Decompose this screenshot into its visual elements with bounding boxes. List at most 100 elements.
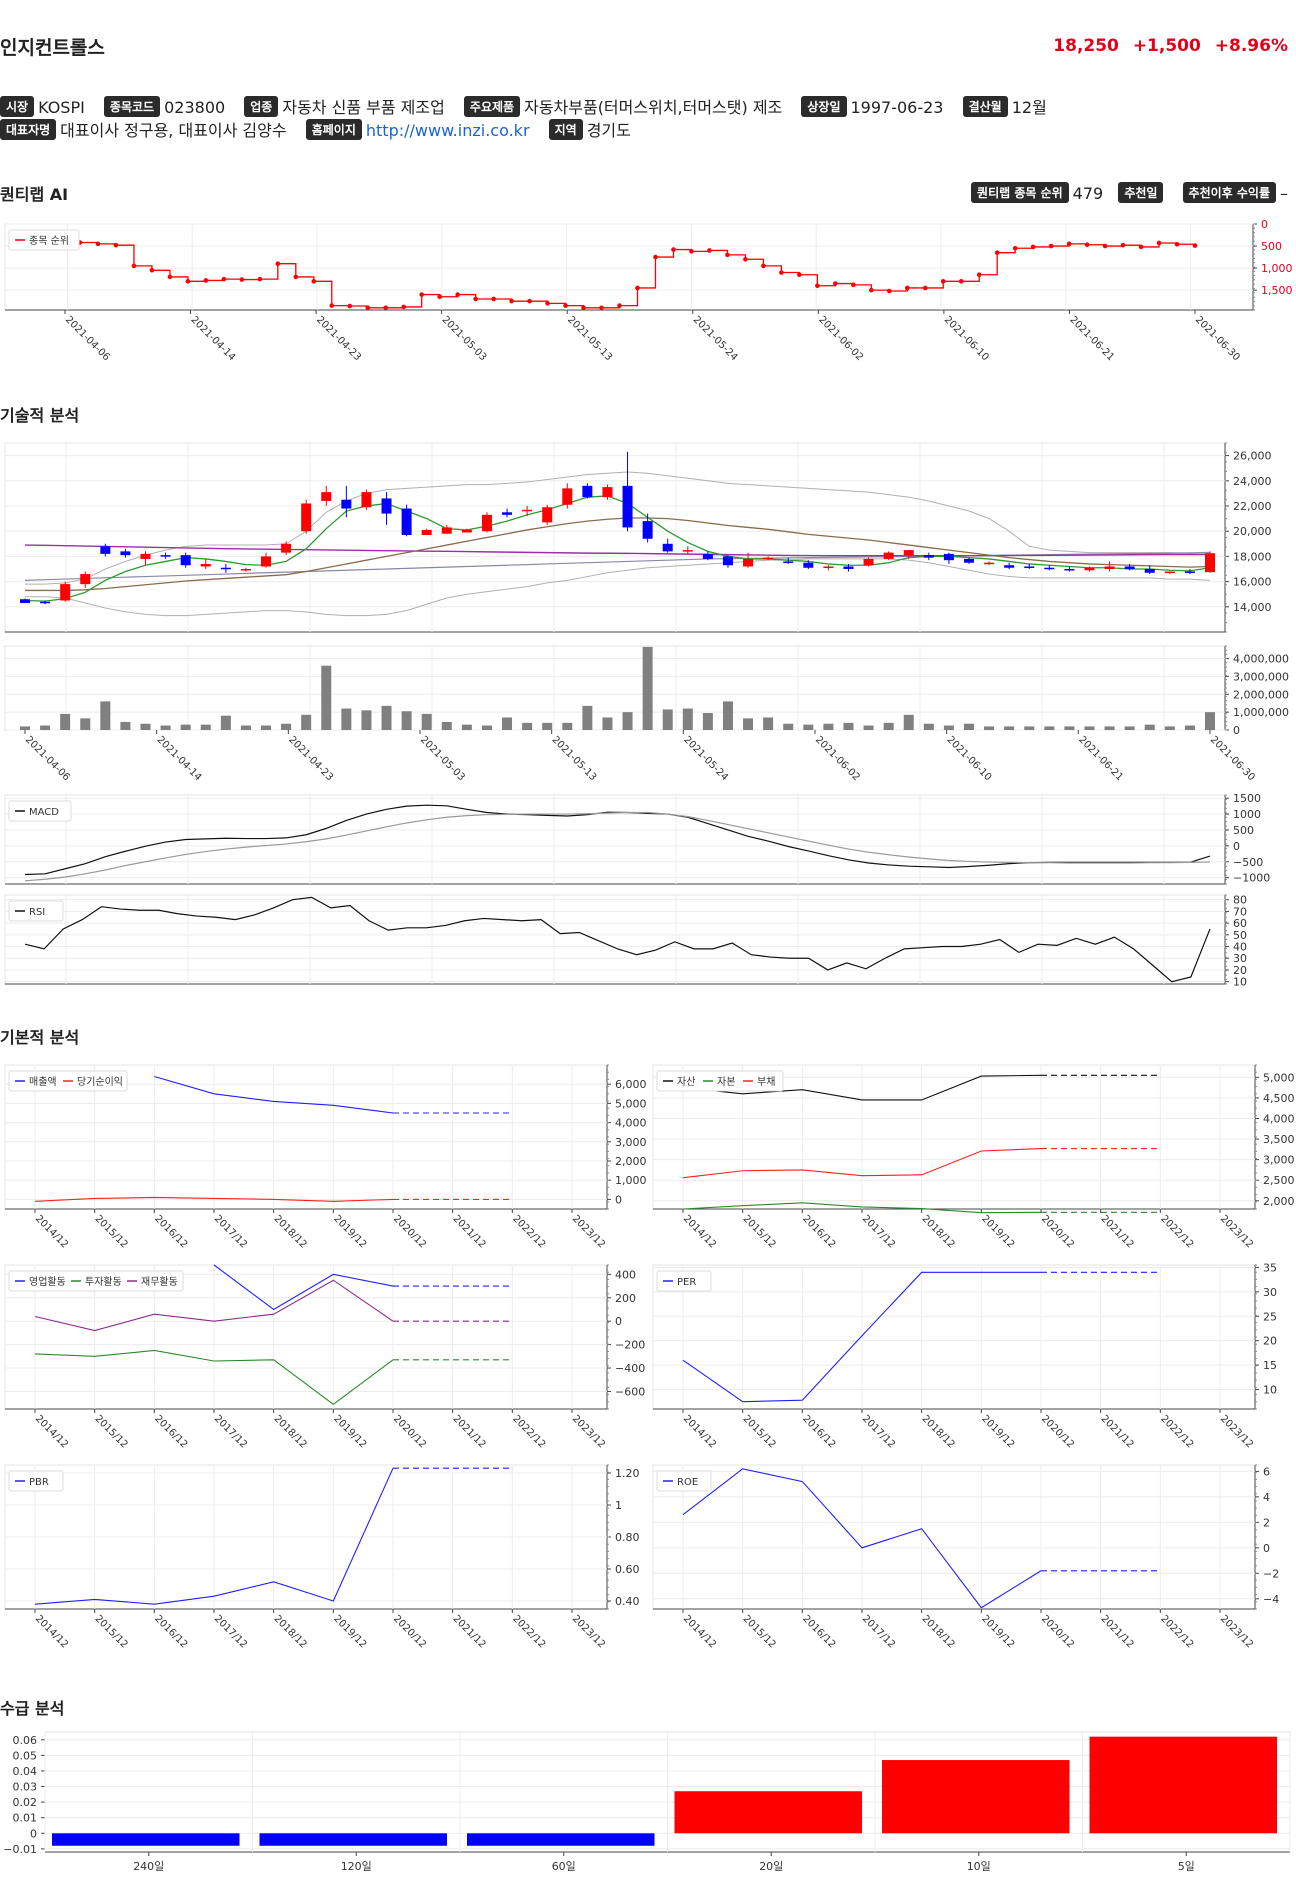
x-tick-label: 2019/12 (331, 1613, 368, 1650)
y-tick-label: 24,000 (1233, 475, 1272, 488)
supply-bar (259, 1833, 447, 1846)
y-tick-label: 35 (1263, 1261, 1277, 1274)
legend: RSI (8, 900, 64, 922)
legend-label: 자본 (717, 1076, 735, 1088)
rank-point (743, 256, 748, 262)
volume-bar (80, 718, 91, 730)
y-tick-label: 0 (30, 1827, 37, 1840)
market-label: 시장 (0, 96, 35, 117)
x-tick-label: 2018/12 (272, 1213, 309, 1250)
quant-badges: 퀀티랩 종목 순위 479 추천일 추천이후 수익률 – (961, 182, 1288, 203)
rank-point (833, 281, 838, 286)
y-tick-label: 500 (1233, 824, 1254, 837)
x-tick-label: 2019/12 (979, 1213, 1016, 1250)
section-title-fundamental: 기본적 분석 (0, 1028, 80, 1047)
rank-point (904, 285, 910, 291)
rank-point (1174, 241, 1180, 247)
volume-bar (863, 725, 874, 730)
volume-bar (903, 714, 914, 730)
rank-point (671, 247, 676, 252)
y-tick-label: −2 (1263, 1567, 1279, 1580)
x-tick-label: 2019/12 (979, 1413, 1016, 1450)
candle-body (461, 529, 472, 533)
x-tick-label: 60일 (552, 1859, 576, 1873)
y-tick-label: 26,000 (1233, 450, 1272, 463)
y-tick-label: −400 (615, 1362, 645, 1375)
rank-point (491, 296, 496, 302)
y-tick-label: 0.80 (615, 1531, 640, 1544)
roe-chart: −4 −2 0 2 4 6 2014/12 2015/12 2016/12 2017/12 2018… (652, 1464, 1279, 1650)
x-tick-label: 2018/12 (920, 1413, 957, 1450)
y-tick-label: 2,000 (615, 1155, 647, 1168)
rank-point (473, 296, 478, 302)
rank-point (581, 305, 586, 311)
plot-frame (652, 1464, 1256, 1610)
y-tick-label: 40 (1233, 941, 1247, 954)
supply-chart: −0.01 0 0.01 0.02 0.03 0.04 0.05 0.06 240일 120일 60… (3, 1731, 1291, 1873)
legend-box (8, 800, 72, 822)
candle-body (80, 574, 91, 585)
fiscal-month-value: 12월 (1011, 98, 1047, 117)
y-tick-label: 0 (1233, 840, 1240, 853)
y-tick-label: 5,000 (615, 1097, 647, 1110)
x-tick-label: 2022/12 (510, 1613, 547, 1650)
y-tick-label: 2,000,000 (1233, 688, 1289, 701)
rank-point (976, 272, 982, 278)
x-tick-label: 2014/12 (681, 1413, 718, 1450)
y-tick-label: 10 (1263, 1383, 1277, 1396)
revenue-chart: 0 1,000 2,000 3,000 4,000 5,000 6,000 2014/12 20… (4, 1064, 647, 1250)
y-tick-label: 0 (1263, 1542, 1270, 1555)
y-tick-label: 0.06 (13, 1734, 38, 1747)
industry-label: 업종 (244, 96, 279, 117)
x-tick-label: 20일 (759, 1859, 783, 1873)
volume-bar (401, 711, 412, 730)
y-tick-label: 200 (615, 1292, 636, 1305)
candle-body (20, 599, 30, 604)
x-tick-label: 2021/12 (1099, 1213, 1136, 1250)
rank-point (149, 268, 155, 273)
legend: ROE (656, 1470, 712, 1492)
rank-point (113, 242, 119, 248)
x-tick-label: 2017/12 (212, 1413, 249, 1450)
candle-body (1024, 566, 1035, 568)
volume-bar (1084, 726, 1095, 730)
section-title-quant: 퀀티랩 AI (0, 185, 69, 204)
x-tick-label: 2014/12 (681, 1213, 718, 1250)
candle-body (200, 563, 211, 567)
y-tick-label: 2 (1263, 1516, 1270, 1529)
volume-bar (984, 726, 995, 730)
candle-body (803, 562, 814, 568)
candle-body (1044, 567, 1055, 570)
rank-point (1156, 240, 1162, 246)
candle-body (622, 485, 633, 528)
candle-body (120, 551, 131, 556)
y-tick-label: 1000 (1233, 808, 1261, 821)
volume-bar (722, 701, 733, 730)
x-tick-label: 2021-06-30 (1208, 734, 1257, 783)
candle-body (441, 527, 452, 534)
volume-bar (1004, 726, 1015, 730)
rank-point (707, 248, 712, 253)
rank-point (347, 303, 353, 309)
candle-body (1164, 571, 1175, 574)
homepage-link[interactable]: http://www.inzi.co.kr (365, 121, 530, 140)
candle-body (261, 556, 272, 567)
candle-body (883, 552, 894, 559)
cashflow-chart: −600 −400 −200 0 200 400 2014/12 2015/12 2016/12… (4, 1264, 645, 1450)
y-tick-label: 2,000 (1263, 1195, 1295, 1208)
ceo-label: 대표자명 (0, 119, 57, 140)
candle-body (1205, 553, 1215, 573)
legend-label: 당기순이익 (77, 1076, 123, 1088)
rank-point (365, 305, 371, 311)
legend-label: 투자활동 (85, 1275, 122, 1288)
plot-frame (652, 1264, 1256, 1410)
x-tick-label: 2017/12 (212, 1213, 249, 1250)
rank-point (868, 287, 874, 293)
x-tick-label: 2021-05-13 (565, 314, 614, 363)
rank-point (1030, 244, 1036, 250)
volume-bar (602, 717, 613, 730)
price-change-pct: +8.96% (1214, 36, 1288, 56)
x-tick-label: 2014/12 (681, 1613, 718, 1650)
y-tick-label: −500 (1233, 856, 1263, 869)
legend-box (8, 1470, 64, 1492)
